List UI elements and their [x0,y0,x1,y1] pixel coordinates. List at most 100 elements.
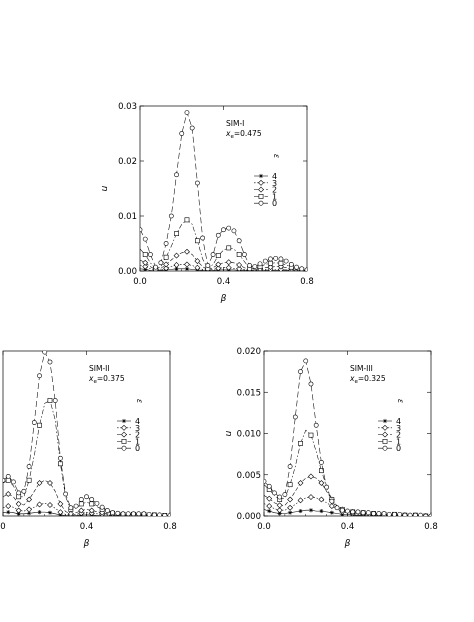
data-point [241,252,247,257]
data-point [104,508,110,513]
series-0 [3,351,170,516]
data-point [173,252,180,259]
data-point [15,507,22,514]
data-point [397,511,403,516]
data-point [141,511,147,516]
data-point [287,482,293,488]
data-point [303,358,309,364]
data-point [189,125,195,131]
data-point [418,512,423,516]
data-point [36,501,43,508]
data-point [407,512,413,516]
data-point [47,359,53,365]
data-point [355,509,361,515]
data-point [428,513,431,516]
legend-entry: 4 [378,417,401,426]
data-point [184,248,190,255]
legend-marker [382,445,388,451]
data-point [174,231,179,236]
y-tick-label: 0.020 [237,347,261,357]
legend-title: ε [396,399,405,404]
data-point [318,496,325,503]
data-point [210,252,216,257]
data-point [42,351,48,355]
legend-label: 4 [396,417,401,426]
legend-marker [258,186,264,193]
data-point [299,266,305,271]
data-point [157,512,162,516]
data-point [215,232,221,238]
data-point [26,477,32,483]
data-point [6,510,11,515]
data-point [179,131,185,136]
data-point [162,513,168,516]
data-point [268,260,273,266]
data-point [68,505,74,511]
data-point [402,512,408,516]
data-point [37,373,42,379]
legend-marker [382,418,388,424]
legend-marker [121,445,127,451]
legend-marker [258,194,264,199]
data-point [31,420,37,425]
legend-label: 3 [272,179,277,188]
data-point [294,264,299,270]
data-point [146,511,152,516]
data-point [236,238,242,244]
data-point [262,258,268,264]
data-point [236,262,243,268]
legend-marker [258,173,264,179]
data-point [163,241,169,246]
data-point [334,505,340,511]
data-point [142,259,149,266]
legend-marker [258,200,264,206]
data-point [78,497,84,502]
data-point [304,267,307,271]
data-point [236,265,243,271]
data-point [287,504,294,511]
data-point [225,259,232,266]
legend-marker [382,438,388,444]
data-point [120,511,126,516]
data-point [94,500,100,506]
data-point [58,461,63,467]
data-point [142,263,149,270]
x-axis-label: β [220,294,227,304]
legend-entry: 4 [254,172,277,181]
data-point [195,238,200,244]
data-point [5,473,11,479]
data-point [226,225,232,231]
legend-label: 0 [396,444,401,453]
data-point [37,510,42,515]
data-point [282,492,288,497]
data-point [88,507,95,514]
legend-entry: 2 [254,186,277,195]
data-point [266,495,273,502]
data-point [52,398,58,403]
legend-label: 2 [272,186,277,195]
y-tick-label: 0.02 [118,157,137,167]
x-tick-label: 0.4 [217,277,231,287]
legend-entry: 0 [378,444,401,453]
legend-title: ε [135,399,144,404]
data-point [58,455,63,461]
data-point [308,508,314,513]
x-axis-label: β [344,539,351,549]
data-point [298,508,303,514]
legend-marker [258,179,264,186]
data-point [278,256,284,262]
xe-label: xe=0.325 [349,374,386,385]
data-point [47,502,53,508]
legend-title: ε [272,154,281,159]
data-point [174,172,179,178]
data-point [221,227,226,233]
data-point [205,263,211,268]
legend-marker [121,438,127,444]
legend-label: 2 [135,431,140,440]
data-point [184,217,190,223]
legend-label: 4 [272,172,277,181]
data-point [78,507,85,514]
x-axis-label: β [83,539,90,549]
sim-label: SIM-I [226,119,244,128]
